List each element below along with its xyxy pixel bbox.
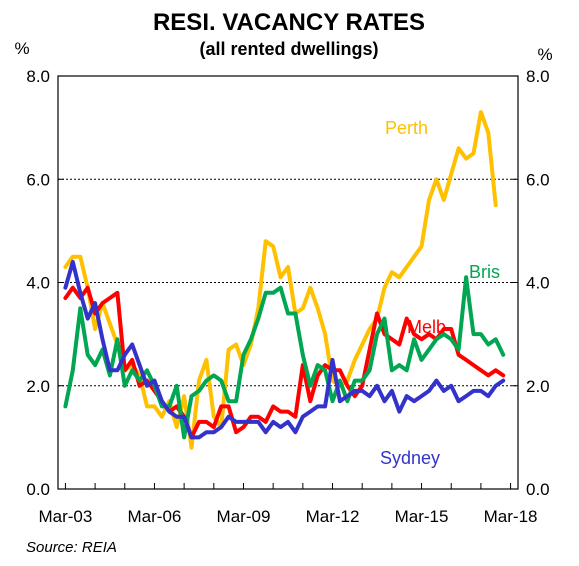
y-tick-label-right: 8.0 [526, 67, 550, 86]
left-unit-label: % [14, 39, 29, 58]
y-tick-label-left: 2.0 [26, 377, 50, 396]
y-axis-right: 0.0 2.0 4.0 6.0 8.0 [512, 67, 550, 499]
series-lines [63, 110, 506, 450]
chart-subtitle: (all rented dwellings) [199, 39, 378, 59]
series-line-melb [63, 285, 506, 440]
x-tick-label: Mar-03 [38, 507, 92, 526]
y-tick-label-right: 6.0 [526, 170, 550, 189]
y-tick-label-left: 6.0 [26, 170, 50, 189]
series-label-sydney: Sydney [380, 448, 440, 468]
x-tick-label: Mar-09 [217, 507, 271, 526]
x-tick-label: Mar-18 [484, 507, 538, 526]
series-label-perth: Perth [385, 118, 428, 138]
x-tick-label: Mar-06 [128, 507, 182, 526]
y-tick-label-left: 0.0 [26, 480, 50, 499]
y-tick-label-left: 8.0 [26, 67, 50, 86]
series-line-perth [63, 110, 498, 450]
x-tick-label: Mar-15 [395, 507, 449, 526]
series-line-bris [63, 275, 506, 440]
gridlines [58, 178, 518, 387]
source-note: Source: REIA [26, 539, 117, 556]
y-tick-label-right: 2.0 [526, 377, 550, 396]
y-tick-label-right: 4.0 [526, 274, 550, 293]
x-axis: Mar-03 Mar-06 Mar-09 Mar-12 Mar-15 Mar-18 [38, 483, 538, 526]
right-unit-label: % [537, 45, 552, 64]
y-axis-left: 0.0 2.0 4.0 6.0 8.0 [26, 67, 64, 499]
y-tick-label-left: 4.0 [26, 274, 50, 293]
y-tick-label-right: 0.0 [526, 480, 550, 499]
series-label-bris: Bris [469, 262, 500, 282]
x-tick-label: Mar-12 [306, 507, 360, 526]
series-line-sydney [63, 259, 506, 440]
chart-title: RESI. VACANCY RATES [153, 9, 425, 36]
series-label-melb: Melb [407, 317, 446, 337]
